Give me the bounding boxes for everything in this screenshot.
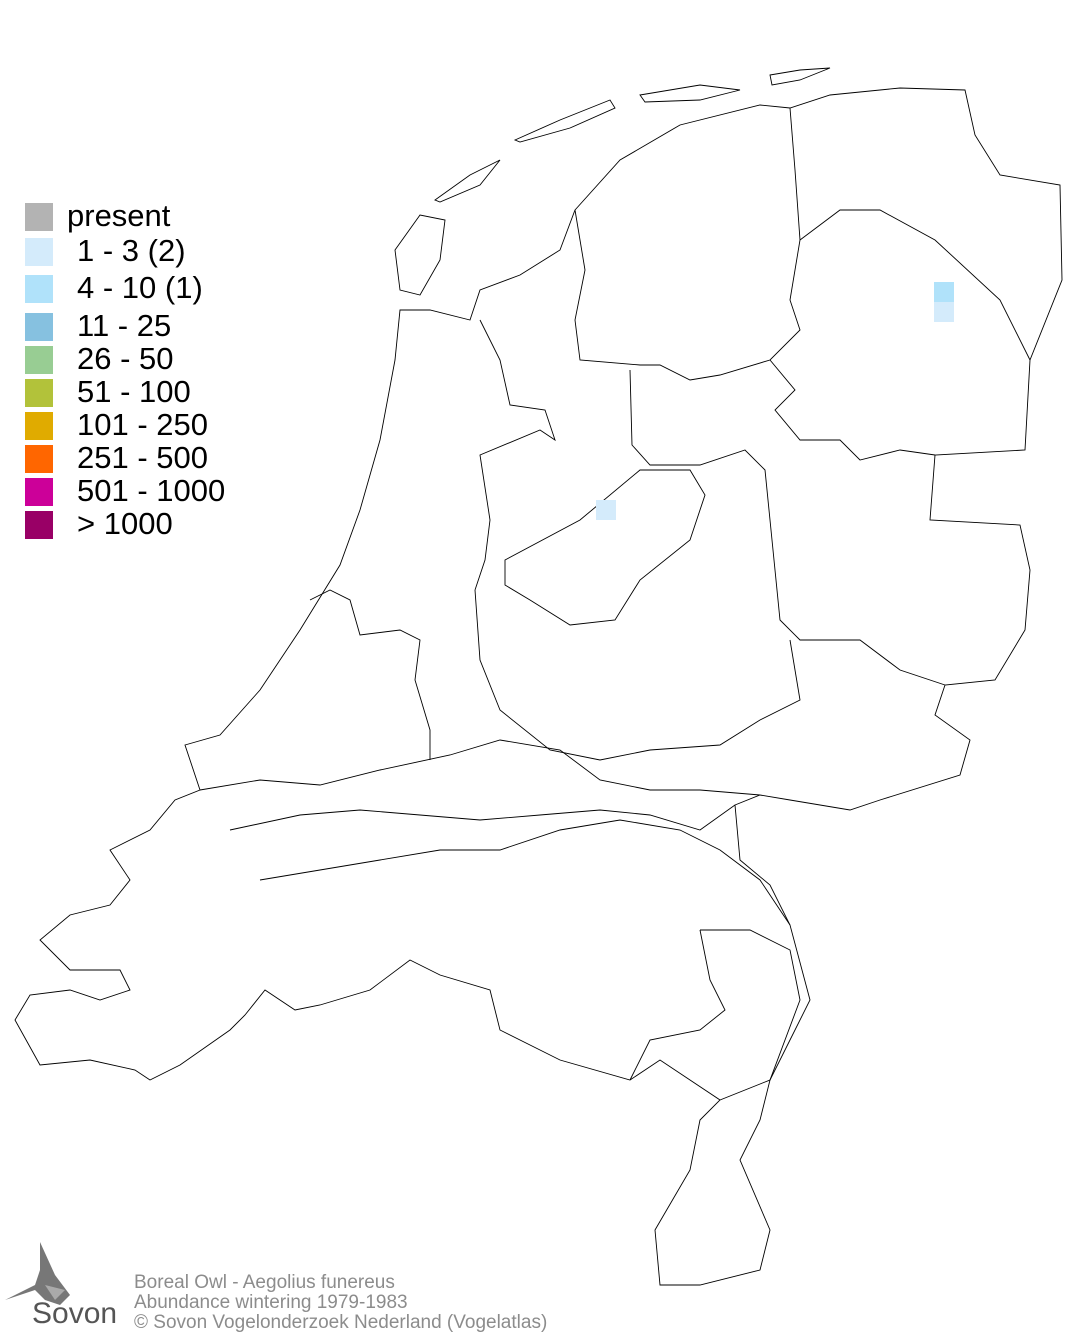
- legend-label: 4 - 10 (1): [77, 270, 203, 305]
- legend-swatch: [25, 511, 53, 539]
- province-boundary: [574, 107, 801, 381]
- abundance-cell-4-10: [934, 282, 954, 302]
- island-vlieland: [434, 159, 501, 203]
- abundance-cell-1-3: [934, 302, 954, 322]
- legend-label: present: [67, 198, 171, 233]
- map-subtitle: Abundance wintering 1979-1983: [134, 1292, 408, 1313]
- legend-label: 251 - 500: [77, 440, 208, 475]
- island-texel: [394, 214, 446, 296]
- logo-text: Sovon: [32, 1297, 118, 1330]
- province-boundary: [799, 209, 1031, 361]
- province-boundary: [309, 589, 431, 760]
- province-boundary: [769, 359, 936, 461]
- copyright: © Sovon Vogelonderzoek Nederland (Vogela…: [134, 1312, 548, 1333]
- legend-swatch: [25, 379, 53, 407]
- legend-label: 101 - 250: [77, 407, 208, 442]
- river: [229, 804, 736, 831]
- legend-label: 51 - 100: [77, 374, 191, 409]
- legend-swatch: [25, 445, 53, 473]
- legend-label: 11 - 25: [77, 308, 172, 343]
- island-terschelling: [513, 99, 616, 143]
- legend-swatch: [25, 412, 53, 440]
- legend-label: 1 - 3 (2): [77, 233, 186, 268]
- island-schiermonnikoog: [769, 67, 831, 86]
- river: [199, 739, 761, 796]
- province-boundary: [259, 819, 791, 926]
- legend-swatch: [25, 275, 53, 303]
- legend-swatch: [25, 238, 53, 266]
- province-boundary: [629, 929, 726, 1081]
- legend-swatch: [25, 313, 53, 341]
- abundance-cell-1-3: [596, 500, 616, 520]
- province-boundary: [700, 929, 801, 1101]
- island-ameland: [639, 84, 741, 103]
- province-boundary: [474, 319, 556, 591]
- species-title: Boreal Owl - Aegolius funereus: [134, 1272, 395, 1293]
- legend-swatch: [25, 478, 53, 506]
- legend-label: > 1000: [77, 506, 173, 541]
- legend-label: 501 - 1000: [77, 473, 226, 508]
- map-caption: Boreal Owl - Aegolius funereus Abundance…: [134, 1273, 547, 1333]
- province-boundary: [474, 589, 801, 761]
- legend-label: 26 - 50: [77, 341, 174, 376]
- province-boundary: [629, 369, 946, 686]
- sovon-logo-swallow-icon: [5, 1242, 70, 1305]
- legend-swatch: [25, 346, 53, 374]
- flevoland-outline: [504, 469, 706, 626]
- legend-swatch: [25, 203, 53, 231]
